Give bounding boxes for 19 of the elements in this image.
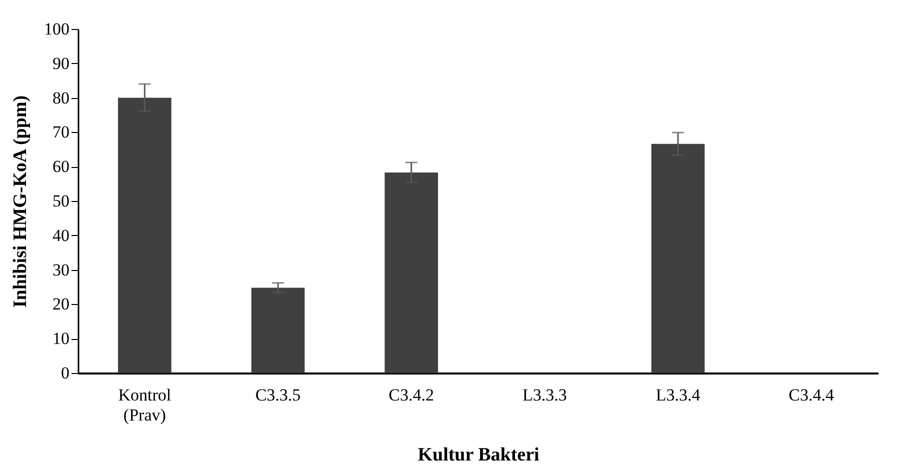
x-tick-label: Kontrol (Prav) xyxy=(118,386,172,424)
x-tick-label: C3.3.5 xyxy=(255,386,301,404)
y-tick-label: 10 xyxy=(52,329,70,348)
y-tick-label: 40 xyxy=(52,226,70,245)
y-tick-label: 30 xyxy=(52,260,70,280)
x-tick-label: L3.3.3 xyxy=(522,386,567,404)
y-tick-label: 50 xyxy=(52,192,70,210)
x-tick-label: L3.3.4 xyxy=(656,386,701,404)
x-tick-label: C3.4.2 xyxy=(388,386,434,404)
x-axis-title: Kultur Bakteri xyxy=(418,444,540,466)
x-tick-label: C3.4.4 xyxy=(788,386,834,404)
y-tick-label: 80 xyxy=(52,88,70,108)
y-tick-label: 20 xyxy=(52,294,70,314)
y-tick-label: 60 xyxy=(52,157,70,176)
y-tick-label: 100 xyxy=(44,20,70,38)
y-axis-title: Inhibisi HMG-KoA (ppm) xyxy=(10,95,31,308)
y-tick-label: 0 xyxy=(61,364,70,382)
y-tick-label: 90 xyxy=(52,54,70,73)
y-tick-label: 70 xyxy=(52,122,70,142)
